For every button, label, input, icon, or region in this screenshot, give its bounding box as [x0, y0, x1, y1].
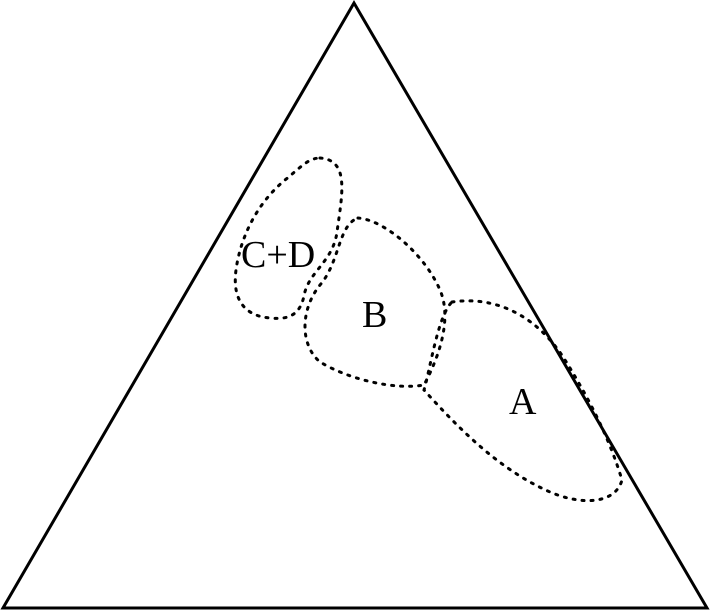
region-c-d-boundary	[233, 156, 344, 320]
region-a-boundary	[422, 299, 624, 503]
region-b-label: B	[362, 294, 387, 336]
region-b-boundary	[303, 216, 447, 388]
region-a-label: A	[509, 381, 537, 423]
region-c-d-label: C+D	[241, 234, 315, 276]
